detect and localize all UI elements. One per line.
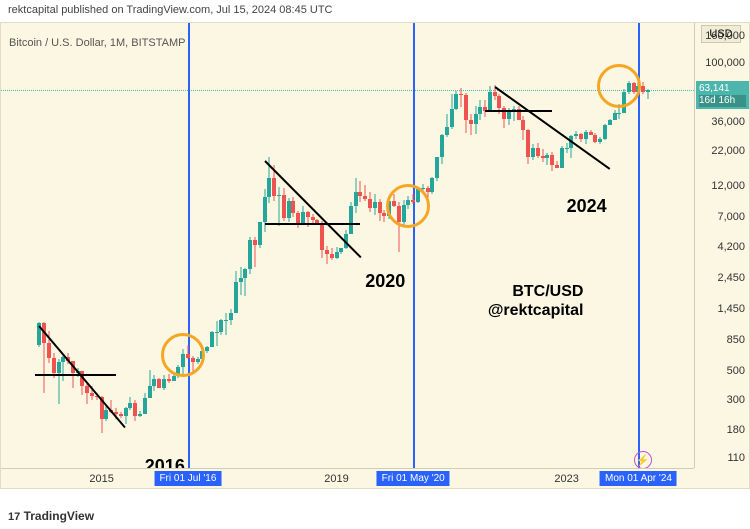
price-tag: 63,14116d 16h <box>696 81 749 109</box>
x-tick-highlight: Fri 01 May '20 <box>377 471 450 486</box>
highlight-circle <box>161 333 205 377</box>
x-axis[interactable]: 2015 2019 2023 Fri 01 Jul '16 Fri 01 May '20… <box>1 468 694 488</box>
trend-line <box>39 325 127 428</box>
x-tick: 2015 <box>89 473 113 485</box>
y-tick: 850 <box>727 334 745 346</box>
lightning-icon[interactable]: ⚡ <box>634 451 652 468</box>
x-tick: 2019 <box>324 473 348 485</box>
chart-area[interactable]: Bitcoin / U.S. Dollar, 1M, BITSTAMP 2016… <box>0 22 750 489</box>
y-tick: 22,000 <box>711 145 745 157</box>
highlight-circle <box>597 64 641 108</box>
y-tick: 300 <box>727 394 745 406</box>
publish-header: rektcapital published on TradingView.com… <box>8 4 333 16</box>
halving-line <box>413 23 415 468</box>
year-label: 2016 <box>145 456 185 468</box>
year-label: 2024 <box>567 196 607 217</box>
y-tick: 180 <box>727 424 745 436</box>
y-tick: 36,000 <box>711 116 745 128</box>
x-tick-highlight: Fri 01 Jul '16 <box>154 471 221 486</box>
y-tick: 160,000 <box>705 30 745 42</box>
y-tick: 12,000 <box>711 180 745 192</box>
plot-area[interactable]: 2016 2020 2024 BTC/USD@rektcapital ⚡ <box>1 23 694 468</box>
watermark: BTC/USD@rektcapital <box>488 282 584 320</box>
tradingview-icon: 17 <box>8 511 20 523</box>
y-tick: 2,450 <box>717 272 745 284</box>
x-tick: 2023 <box>554 473 578 485</box>
x-tick-highlight: Mon 01 Apr '24 <box>600 471 677 486</box>
footer-brand: 17 TradingView <box>8 509 94 523</box>
price-line <box>1 90 694 91</box>
support-line <box>35 374 116 376</box>
support-line <box>265 223 361 225</box>
y-axis[interactable]: USD 160,000100,00060,00036,00022,00012,0… <box>694 23 749 468</box>
y-tick: 4,200 <box>717 241 745 253</box>
highlight-circle <box>386 184 430 228</box>
y-tick: 100,000 <box>705 57 745 69</box>
chart-container: rektcapital published on TradingView.com… <box>0 0 750 529</box>
y-tick: 110 <box>727 452 745 464</box>
y-tick: 7,000 <box>717 211 745 223</box>
y-tick: 500 <box>727 365 745 377</box>
tradingview-label: TradingView <box>24 509 94 523</box>
y-tick: 1,450 <box>717 303 745 315</box>
halving-line <box>188 23 190 468</box>
support-line <box>485 110 552 112</box>
year-label: 2020 <box>365 271 405 292</box>
